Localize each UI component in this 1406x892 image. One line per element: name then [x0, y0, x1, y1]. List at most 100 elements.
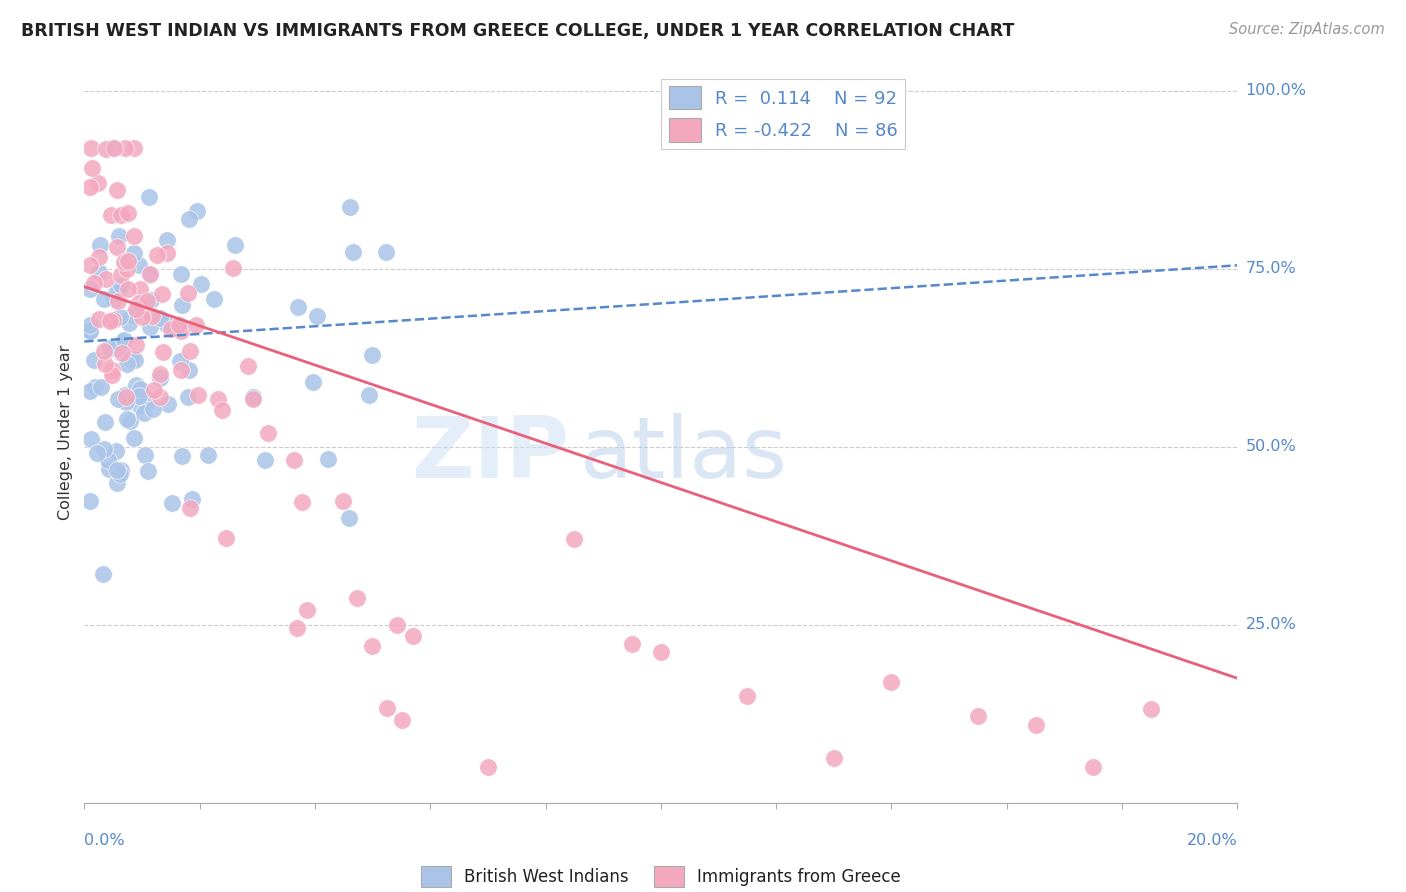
Point — [121, 309, 143, 323]
Point — [302, 376, 325, 390]
Point — [142, 402, 165, 417]
Point — [94, 142, 117, 156]
Point — [89, 250, 111, 264]
Point — [375, 701, 398, 715]
Legend: British West Indians, Immigrants from Greece: British West Indians, Immigrants from Gr… — [415, 859, 907, 892]
Point — [172, 449, 194, 463]
Point — [79, 324, 101, 338]
Point — [316, 451, 339, 466]
Point — [169, 354, 191, 368]
Point — [156, 246, 179, 260]
Point — [160, 322, 183, 336]
Point — [107, 392, 129, 406]
Point — [346, 591, 368, 606]
Text: 20.0%: 20.0% — [1187, 833, 1237, 848]
Point — [202, 292, 225, 306]
Point — [160, 496, 183, 510]
Point — [79, 324, 101, 338]
Point — [118, 316, 141, 330]
Point — [115, 357, 138, 371]
Point — [361, 639, 384, 653]
Point — [150, 287, 173, 301]
Point — [361, 348, 384, 362]
Point — [342, 245, 364, 260]
Point — [136, 392, 159, 407]
Point — [967, 709, 990, 723]
Point — [177, 285, 200, 300]
Point — [103, 293, 125, 307]
Point — [94, 272, 117, 286]
Point — [100, 208, 122, 222]
Point — [86, 446, 108, 460]
Point — [287, 300, 309, 314]
Point — [79, 282, 101, 296]
Point — [83, 276, 105, 290]
Point — [155, 317, 177, 331]
Point — [87, 265, 110, 279]
Point — [283, 453, 305, 467]
Point — [100, 368, 122, 382]
Point — [254, 453, 277, 467]
Point — [197, 448, 219, 462]
Point — [564, 532, 586, 546]
Point — [141, 293, 163, 307]
Point — [105, 183, 128, 197]
Point — [80, 141, 103, 155]
Point — [114, 388, 136, 402]
Point — [134, 449, 156, 463]
Point — [359, 387, 381, 401]
Point — [100, 363, 122, 377]
Point — [93, 293, 115, 307]
Point — [149, 390, 172, 404]
Point — [128, 296, 150, 310]
Point — [136, 294, 159, 309]
Point — [1025, 717, 1047, 731]
Point — [103, 141, 125, 155]
Point — [108, 228, 131, 243]
Point — [93, 344, 115, 359]
Point — [242, 390, 264, 404]
Point — [105, 463, 128, 477]
Point — [186, 318, 208, 332]
Point — [79, 258, 101, 272]
Point — [90, 380, 112, 394]
Point — [122, 228, 145, 243]
Point — [170, 362, 193, 376]
Point — [131, 310, 153, 324]
Point — [238, 359, 260, 373]
Point — [128, 389, 150, 403]
Point — [97, 462, 120, 476]
Point — [880, 674, 903, 689]
Point — [115, 262, 138, 277]
Point — [172, 298, 194, 312]
Point — [186, 203, 208, 218]
Point — [132, 406, 155, 420]
Point — [1083, 760, 1105, 774]
Y-axis label: College, Under 1 year: College, Under 1 year — [58, 345, 73, 520]
Point — [111, 346, 134, 360]
Point — [146, 247, 169, 261]
Point — [179, 212, 201, 227]
Text: 75.0%: 75.0% — [1246, 261, 1296, 277]
Point — [211, 402, 233, 417]
Point — [650, 645, 672, 659]
Point — [93, 442, 115, 457]
Point — [190, 277, 212, 292]
Point — [97, 452, 120, 467]
Point — [124, 337, 146, 351]
Point — [101, 141, 124, 155]
Point — [110, 277, 132, 292]
Point — [1140, 701, 1163, 715]
Point — [115, 411, 138, 425]
Point — [339, 201, 361, 215]
Point — [170, 267, 193, 281]
Text: 50.0%: 50.0% — [1246, 440, 1296, 454]
Point — [83, 353, 105, 368]
Point — [105, 476, 128, 491]
Point — [112, 254, 135, 268]
Point — [143, 383, 166, 397]
Point — [136, 464, 159, 478]
Point — [79, 494, 101, 508]
Point — [179, 344, 201, 359]
Point — [80, 161, 103, 175]
